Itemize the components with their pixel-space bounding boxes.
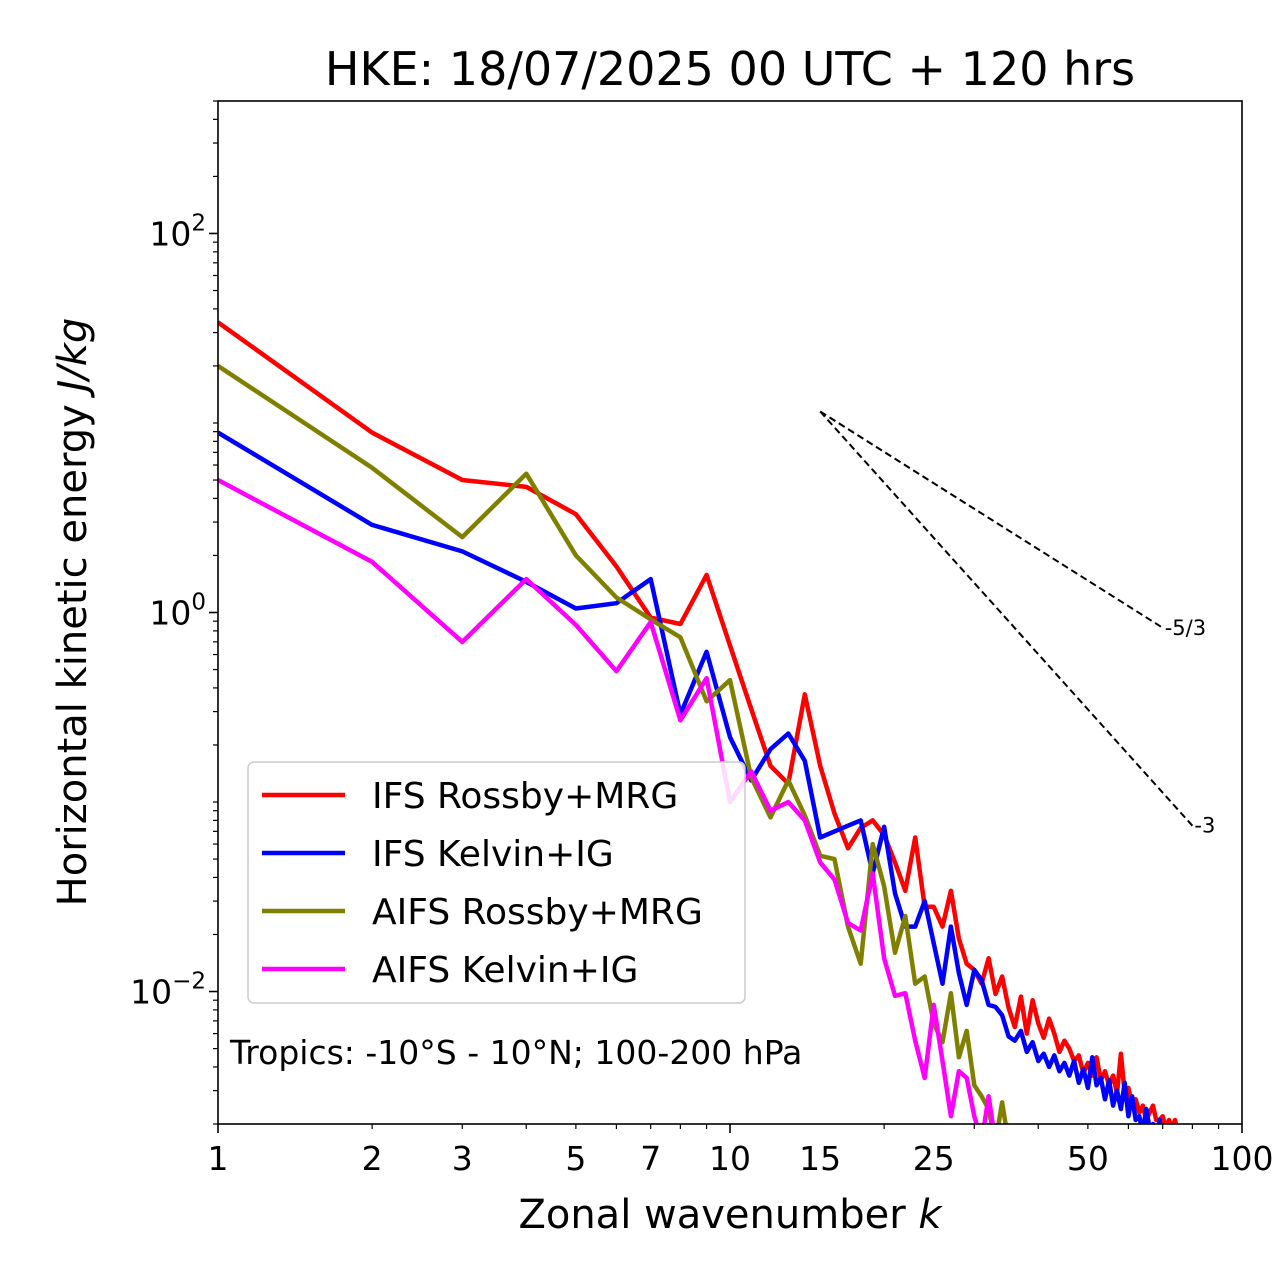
x-tick-label-0: 1	[208, 1139, 229, 1178]
plot-frame	[217, 100, 1243, 1125]
series-layer	[218, 320, 1179, 1124]
legend-label-2: AIFS Rossby+MRG	[372, 892, 703, 933]
reference-line-0	[819, 410, 1164, 629]
x-tick-label-5: 10	[709, 1139, 751, 1178]
y-axis-label-units: J/kg	[50, 318, 96, 399]
axis-ticks: 1 2 3 5 7 10 15 25 50 100 10−2 100 102	[130, 100, 1274, 1178]
y-tick-label-0: 10−2	[130, 969, 206, 1012]
series-line-3	[218, 478, 996, 1124]
x-axis-label-symbol: k	[918, 1192, 943, 1238]
y-tick-label-2: 102	[149, 210, 206, 253]
chart-title: HKE: 18/07/2025 00 UTC + 120 hrs	[325, 42, 1135, 96]
region-annotation: Tropics: -10°S - 10°N; 100-200 hPa	[229, 1033, 802, 1072]
reference-slope-layer: -5/3 -3	[819, 410, 1215, 838]
x-axis-label: Zonal wavenumber k	[518, 1192, 943, 1238]
legend-label-3: AIFS Kelvin+IG	[372, 950, 638, 991]
x-tick-label-9: 100	[1211, 1139, 1274, 1178]
x-tick-label-3: 5	[565, 1139, 586, 1178]
legend-label-0: IFS Rossby+MRG	[372, 776, 678, 817]
x-tick-label-7: 25	[913, 1139, 955, 1178]
reference-label-1: -3	[1194, 814, 1215, 838]
x-tick-label-6: 15	[799, 1139, 841, 1178]
reference-line-1	[819, 410, 1194, 827]
y-axis-label: Horizontal kinetic energy J/kg	[50, 318, 96, 907]
x-axis-label-text: Zonal wavenumber	[518, 1192, 906, 1238]
y-axis-label-text: Horizontal kinetic energy	[50, 404, 96, 906]
series-line-1	[218, 430, 1163, 1124]
y-tick-label-1: 100	[149, 590, 206, 633]
x-tick-label-1: 2	[362, 1139, 383, 1178]
legend-box	[247, 761, 746, 1004]
reference-label-0: -5/3	[1165, 616, 1206, 640]
x-tick-label-8: 50	[1067, 1139, 1109, 1178]
x-tick-label-2: 3	[452, 1139, 473, 1178]
legend: IFS Rossby+MRG IFS Kelvin+IG AIFS Rossby+M…	[247, 761, 746, 1004]
x-tick-label-4: 7	[640, 1139, 661, 1178]
legend-label-1: IFS Kelvin+IG	[372, 834, 614, 875]
